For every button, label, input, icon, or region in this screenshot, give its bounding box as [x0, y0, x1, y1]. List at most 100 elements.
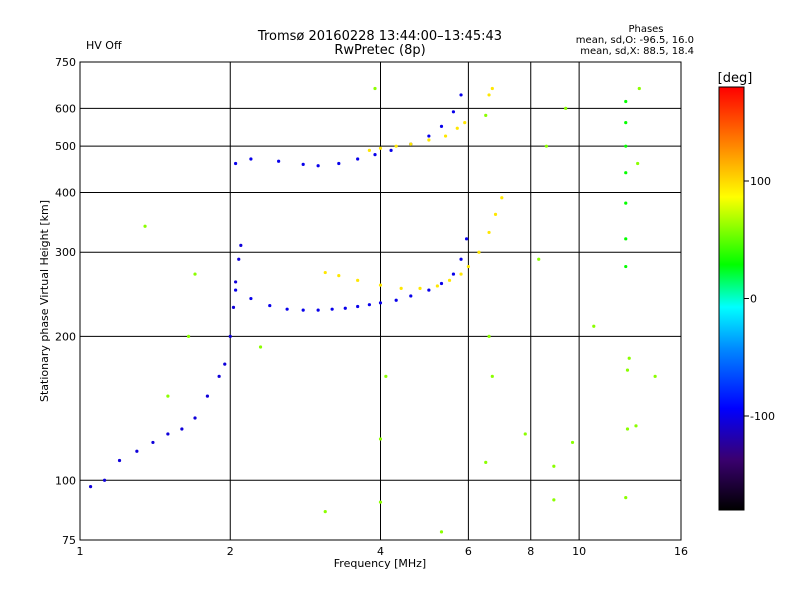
data-point — [237, 257, 241, 261]
data-point — [323, 270, 327, 275]
data-point — [439, 124, 444, 128]
data-point — [330, 307, 334, 311]
data-point — [637, 86, 641, 91]
data-point — [180, 427, 184, 431]
scatter-series — [88, 86, 657, 534]
data-point — [624, 495, 628, 500]
data-point — [277, 159, 281, 163]
data-point — [102, 478, 107, 482]
data-point — [373, 86, 377, 91]
y-tick-label: 600 — [55, 102, 76, 115]
data-point — [490, 374, 494, 378]
data-point — [399, 286, 403, 291]
x-tick-label: 8 — [527, 545, 534, 558]
x-axis: 1 2 4 6 8 10 16 — [77, 545, 689, 558]
status-label: HV Off — [86, 39, 122, 52]
colorbar-gradient — [718, 86, 745, 511]
data-point — [356, 278, 360, 282]
data-point — [459, 93, 463, 97]
data-point — [301, 308, 305, 312]
x-axis-label: Frequency [MHz] — [334, 557, 426, 570]
data-point — [316, 308, 320, 312]
data-point — [249, 296, 253, 301]
data-point — [636, 161, 640, 166]
data-point — [624, 144, 628, 148]
data-point — [234, 280, 238, 284]
data-point — [409, 142, 413, 146]
data-point — [193, 416, 197, 420]
data-point — [166, 394, 170, 398]
data-point — [625, 427, 630, 431]
colorbar-ticks: 100 0 -100 — [744, 175, 775, 423]
series-group — [367, 86, 494, 152]
data-point — [466, 264, 470, 269]
colorbar-tick-label: -100 — [750, 410, 775, 423]
data-point — [523, 432, 527, 436]
y-tick-label: 300 — [55, 246, 76, 259]
y-axis: 75 100 200 300 400 500 600 750 — [55, 56, 76, 547]
data-point — [451, 272, 456, 276]
x-tick-label: 1 — [77, 545, 84, 558]
data-point — [135, 449, 139, 453]
data-point — [231, 305, 236, 309]
colorbar-tick-label: 0 — [750, 293, 757, 306]
phase-colorbar: [deg] 100 0 -100 — [718, 71, 775, 511]
data-point — [409, 294, 413, 298]
data-point — [323, 509, 327, 514]
data-point — [343, 306, 347, 310]
data-point — [439, 530, 444, 534]
data-point — [373, 153, 377, 157]
y-tick-label: 75 — [62, 534, 76, 547]
data-point — [249, 157, 253, 161]
data-point — [570, 440, 575, 445]
data-point — [427, 138, 431, 142]
data-point — [653, 374, 657, 378]
data-point — [268, 303, 272, 308]
data-point — [487, 334, 491, 338]
data-point — [435, 284, 439, 288]
data-point — [439, 281, 444, 286]
data-point — [367, 148, 371, 152]
phases-heading: Phases — [628, 24, 663, 35]
data-point — [564, 106, 568, 110]
data-point — [378, 146, 383, 150]
data-point — [552, 498, 556, 502]
chart-subtitle: RwPretec (8p) — [334, 43, 425, 58]
data-point — [477, 250, 481, 254]
data-point — [625, 368, 630, 372]
data-point — [427, 288, 431, 292]
phases-x-stat: mean, sd,X: 88.5, 18.4 — [580, 46, 694, 57]
series-group — [143, 86, 657, 534]
grid-lines — [80, 62, 681, 540]
data-point — [186, 334, 191, 338]
series-group — [323, 196, 504, 291]
data-point — [394, 144, 398, 148]
data-point — [193, 272, 197, 276]
data-point — [487, 93, 491, 97]
data-point — [487, 230, 491, 235]
y-tick-label: 750 — [55, 56, 76, 69]
series-group — [624, 99, 628, 269]
data-point — [427, 134, 431, 138]
x-tick-label: 6 — [465, 545, 472, 558]
data-point — [447, 278, 452, 282]
data-point — [455, 126, 459, 130]
data-point — [337, 274, 341, 278]
colorbar-tick-label: 100 — [750, 175, 771, 188]
data-point — [166, 432, 170, 436]
data-point — [627, 356, 631, 360]
y-axis-label: Stationary phase Virtual Height [km] — [38, 200, 51, 402]
data-point — [234, 288, 238, 292]
data-point — [301, 162, 305, 166]
data-point — [258, 345, 263, 349]
x-tick-label: 16 — [674, 545, 688, 558]
phases-o-stat: mean, sd,O: -96.5, 16.0 — [576, 35, 694, 46]
y-tick-label: 100 — [55, 474, 76, 487]
data-point — [490, 86, 494, 91]
y-tick-label: 500 — [55, 140, 76, 153]
data-point — [285, 307, 289, 311]
data-point — [484, 460, 488, 464]
data-point — [451, 110, 456, 114]
data-point — [217, 374, 221, 378]
data-point — [418, 286, 422, 291]
